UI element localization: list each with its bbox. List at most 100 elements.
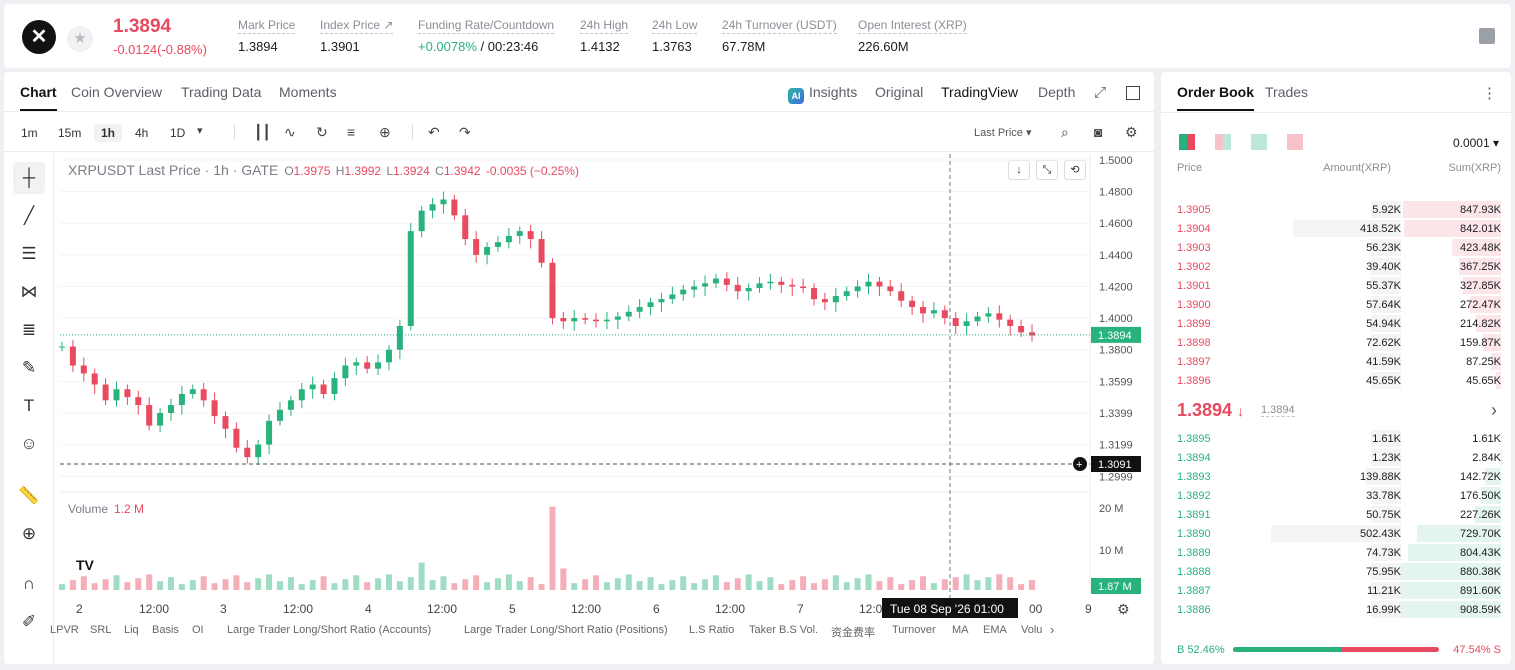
candle-body	[865, 281, 872, 287]
chevron-right-icon[interactable]: ›	[1050, 622, 1055, 637]
volume-bar	[59, 584, 65, 590]
bid-row[interactable]: 1.3894 1.23K 2.84K	[1177, 448, 1501, 467]
horizontal-lines-icon[interactable]: ☰	[21, 244, 37, 263]
stat-index-price[interactable]: Index Price ↗ 1.3901	[320, 18, 394, 54]
ask-row[interactable]: 1.3904 418.52K 842.01K	[1177, 219, 1501, 238]
tab-trading-data[interactable]: Trading Data	[181, 84, 262, 100]
candle-type-icon[interactable]: ┃┃	[254, 124, 271, 140]
interval-dropdown-icon[interactable]: ▾	[197, 125, 203, 137]
ind-taker-vol[interactable]: Taker B.S Vol.	[749, 624, 819, 636]
depth-bar	[1482, 334, 1501, 351]
bid-row[interactable]: 1.3890 502.43K 729.70K	[1177, 524, 1501, 543]
volume-bar	[331, 583, 338, 590]
ind-funding[interactable]: 资金费率	[831, 627, 875, 639]
interval-1h[interactable]: 1h	[94, 124, 123, 142]
chevron-right-icon[interactable]: ›	[1491, 400, 1497, 420]
favorite-star-icon[interactable]: ★	[67, 26, 93, 52]
insights-button[interactable]: AI Insights	[788, 84, 857, 104]
book-mode-bids-icon[interactable]	[1251, 134, 1267, 150]
ask-row[interactable]: 1.3900 57.64K 272.47K	[1177, 295, 1501, 314]
view-depth[interactable]: Depth	[1038, 84, 1076, 100]
lock-drawing-icon[interactable]: ✐	[21, 612, 37, 631]
volume-bar	[593, 575, 600, 590]
ask-row[interactable]: 1.3897 41.59K 87.25K	[1177, 352, 1501, 371]
tab-order-book[interactable]: Order Book	[1177, 84, 1255, 111]
row-sum: 847.93K	[1460, 204, 1501, 216]
ind-turnover[interactable]: Turnover	[892, 624, 936, 636]
add-alert-icon[interactable]: ⊕	[379, 124, 391, 140]
view-original[interactable]: Original	[875, 84, 924, 100]
ind-basis[interactable]: Basis	[152, 624, 179, 636]
undo-icon[interactable]: ↶	[428, 124, 440, 140]
redo-icon[interactable]: ↷	[459, 124, 471, 140]
ind-ls-ratio[interactable]: L.S Ratio	[689, 624, 735, 636]
tab-trades[interactable]: Trades	[1265, 84, 1309, 100]
expand-icon[interactable]: ⤢	[1094, 84, 1107, 101]
search-icon[interactable]: ⌕	[1061, 124, 1069, 140]
interval-15m[interactable]: 15m	[58, 126, 82, 140]
trend-line-icon[interactable]: ╱	[23, 206, 35, 225]
price-source-select[interactable]: Last Price ▾	[974, 127, 1032, 139]
ind-ma[interactable]: MA	[952, 624, 969, 636]
view-tradingview[interactable]: TradingView	[941, 84, 1019, 100]
ind-ls-accounts[interactable]: Large Trader Long/Short Ratio (Accounts)	[227, 624, 432, 636]
ask-row[interactable]: 1.3903 56.23K 423.48K	[1177, 238, 1501, 257]
ind-ema[interactable]: EMA	[983, 624, 1007, 636]
bid-row[interactable]: 1.3895 1.61K 1.61K	[1177, 429, 1501, 448]
zoom-in-icon[interactable]: ⊕	[21, 524, 37, 543]
precision-select[interactable]: 0.0001 ▾	[1452, 136, 1499, 150]
tab-chart[interactable]: Chart	[20, 84, 57, 111]
replay-icon[interactable]: ↻	[316, 124, 328, 140]
magnet-icon[interactable]: ∩	[22, 574, 36, 593]
bid-row[interactable]: 1.3893 139.88K 142.72K	[1177, 467, 1501, 486]
interval-1m[interactable]: 1m	[21, 126, 38, 140]
candle-body	[113, 389, 120, 401]
interval-1d[interactable]: 1D	[170, 126, 186, 140]
templates-icon[interactable]: ≡	[347, 124, 356, 140]
window-icon[interactable]	[1126, 86, 1140, 100]
candle-body	[582, 318, 589, 320]
bid-row[interactable]: 1.3886 16.99K 908.59K	[1177, 600, 1501, 619]
book-icon[interactable]	[1479, 28, 1495, 44]
ask-row[interactable]: 1.3901 55.37K 327.85K	[1177, 276, 1501, 295]
interval-4h[interactable]: 4h	[135, 126, 149, 140]
more-icon[interactable]: ⋮	[1482, 85, 1497, 102]
ask-row[interactable]: 1.3902 39.40K 367.25K	[1177, 257, 1501, 276]
bid-row[interactable]: 1.3888 75.95K 880.38K	[1177, 562, 1501, 581]
candle-body	[669, 294, 676, 300]
book-mode-alt-icon[interactable]	[1215, 134, 1231, 150]
ind-lpvr[interactable]: LPVR	[50, 624, 79, 636]
fib-icon[interactable]: ≣	[21, 320, 37, 339]
camera-icon[interactable]: ◙	[1094, 124, 1103, 140]
ask-row[interactable]: 1.3905 5.92K 847.93K	[1177, 200, 1501, 219]
ind-srl[interactable]: SRL	[90, 624, 112, 636]
ask-row[interactable]: 1.3899 54.94K 214.82K	[1177, 314, 1501, 333]
ind-liq[interactable]: Liq	[124, 624, 139, 636]
candlestick-chart[interactable]: 1.5000 1.4800 1.4600 1.4400 1.4200 1.4000 1.38…	[4, 72, 1154, 664]
pattern-icon[interactable]: ⋈	[20, 282, 38, 301]
text-tool-icon[interactable]: T	[23, 396, 35, 415]
candle-body	[124, 389, 131, 398]
plus-icon: +	[1076, 459, 1082, 471]
volume-bar	[767, 577, 774, 590]
indicators-icon[interactable]: ∿	[284, 124, 296, 140]
bid-row[interactable]: 1.3889 74.73K 804.43K	[1177, 543, 1501, 562]
book-mode-asks-icon[interactable]	[1287, 134, 1303, 150]
brush-icon[interactable]: ✎	[21, 358, 37, 377]
emoji-icon[interactable]: ☺	[20, 434, 38, 453]
ind-volume[interactable]: Volu	[1021, 624, 1043, 636]
ind-ls-positions[interactable]: Large Trader Long/Short Ratio (Positions…	[464, 624, 668, 636]
bid-row[interactable]: 1.3891 50.75K 227.26K	[1177, 505, 1501, 524]
ruler-icon[interactable]: 📏	[18, 486, 40, 505]
book-mode-both-icon[interactable]	[1179, 134, 1195, 150]
settings-gear-icon[interactable]: ⚙	[1125, 124, 1138, 140]
crosshair-icon[interactable]: ┼	[13, 162, 45, 194]
bid-row[interactable]: 1.3887 11.21K 891.60K	[1177, 581, 1501, 600]
tab-moments[interactable]: Moments	[279, 84, 337, 100]
volume-bar	[745, 574, 752, 590]
ask-row[interactable]: 1.3898 72.62K 159.87K	[1177, 333, 1501, 352]
bid-row[interactable]: 1.3892 33.78K 176.50K	[1177, 486, 1501, 505]
ind-oi[interactable]: OI	[192, 624, 204, 636]
tab-coin-overview[interactable]: Coin Overview	[71, 84, 163, 100]
ask-row[interactable]: 1.3896 45.65K 45.65K	[1177, 371, 1501, 390]
